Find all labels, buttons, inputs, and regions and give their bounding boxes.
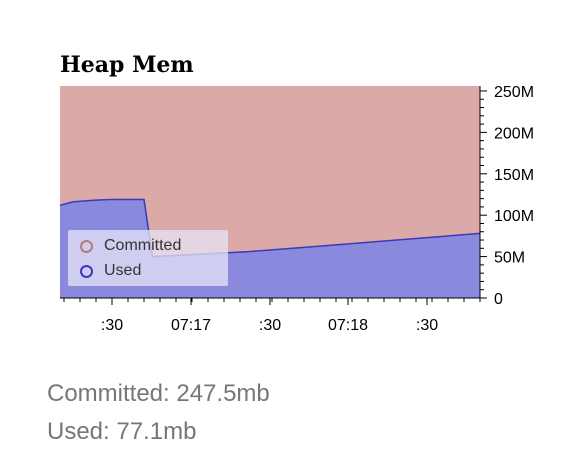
x-tick-label: :30 [416,317,438,334]
x-tick-label: :30 [259,317,281,334]
y-tick-label: 50M [494,250,525,267]
chart-legend: Committed Used [68,230,228,286]
x-tick-label: :30 [101,317,123,334]
committed-marker-icon [80,239,93,253]
legend-item-used[interactable]: Used [80,261,141,281]
y-tick-label: 100M [494,208,534,225]
y-tick-label: 150M [494,167,534,184]
x-tick-label: 07:18 [328,317,368,334]
y-tick-label: 250M [494,84,534,101]
x-tick-label: 07:17 [171,317,211,334]
y-axis: 0 50M 100M 150M 200M 250M [479,84,534,308]
y-tick-label: 200M [494,125,534,142]
used-stat: Used: 77.1mb [47,418,197,445]
legend-label-used: Used [104,262,142,279]
x-axis: :30 07:17 :30 07:18 :30 [60,297,481,334]
memory-stats: Committed: 247.5mb Used: 77.1mb [47,375,270,451]
y-tick-label: 0 [494,291,503,308]
legend-item-committed[interactable]: Committed [80,236,181,256]
chart-title: Heap Mem [60,52,194,78]
used-marker-icon [80,264,93,278]
legend-label-committed: Committed [104,237,182,254]
committed-stat: Committed: 247.5mb [47,380,270,407]
